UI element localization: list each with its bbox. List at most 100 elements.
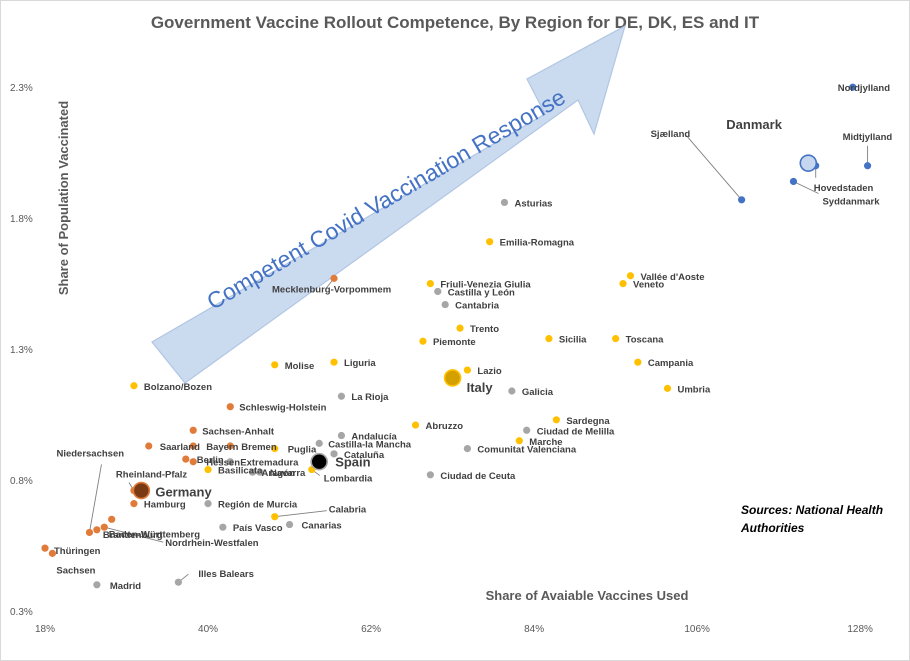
point-sachsen-anhalt [189, 426, 197, 434]
label-cantabria: Cantabria [455, 301, 500, 312]
point-friuli-venezia-giulia [426, 280, 434, 288]
country-average-denmark-label: Danmark [726, 117, 782, 132]
point-syddanmark [789, 177, 798, 186]
label-illes-balears: Illes Balears [198, 569, 253, 580]
point-nordrhein-westfalen [100, 523, 108, 531]
x-axis-ticks: 18% 40% 62% 84% 106% 128% [35, 624, 873, 635]
label-vallee-d-aoste: Vallée d'Aoste [640, 272, 704, 283]
point-labels: Mecklenburg-Vorpommem Schleswig-Holstein S… [54, 83, 892, 592]
x-axis-label: Share of Avaiable Vaccines Used [486, 588, 689, 603]
leader-syddanmark [793, 181, 819, 194]
point-abruzzo [411, 421, 420, 429]
y-tick-label: 1.8% [10, 214, 33, 225]
label-syddanmark: Syddanmark [822, 196, 880, 207]
label-madrid: Madrid [110, 581, 141, 592]
label-mecklenburg-vorpommem: Mecklenburg-Vorpommem [272, 284, 391, 295]
point-cataluna [330, 450, 338, 458]
y-axis-ticks: 0.3% 0.8% 1.3% 1.8% 2.3% [10, 83, 33, 618]
point-liguria [330, 358, 338, 366]
y-axis-label: Share of Population Vaccinated [56, 101, 71, 295]
point-calabria [271, 513, 279, 521]
label-midtjylland: Midtjylland [843, 132, 893, 143]
point-sardegna [552, 416, 560, 424]
point-veneto [619, 280, 627, 288]
label-hovedstaden: Hovedstaden [814, 183, 874, 194]
point-hessen [189, 458, 197, 466]
point-comunitat-valenciana [463, 445, 472, 453]
label-rheinland-pfalz: Rheinland-Pfalz [116, 470, 188, 481]
label-piemonte: Piemonte [433, 337, 476, 348]
label-nordjylland: Nordjylland [838, 83, 890, 94]
source-note-line-2: Authorities [740, 521, 805, 535]
point-sj-lland [738, 196, 746, 204]
point-galicia [508, 387, 516, 395]
point-emilia-romagna [486, 238, 494, 246]
label-sachsen-anhalt: Sachsen-Anhalt [202, 426, 275, 437]
label-bremen: Bremen [241, 442, 277, 453]
point-baden-wurttemberg [108, 515, 116, 523]
point-pais-vasco [219, 523, 227, 531]
data-points [41, 83, 872, 589]
leader-nordrhein-westfalen [104, 526, 164, 543]
point-lazio [463, 366, 472, 374]
point-cantabria [441, 300, 449, 309]
point-brandenburg [93, 526, 101, 534]
label-castilla-y-leon: Castilla y León [448, 287, 515, 298]
label-molise: Molise [285, 361, 315, 372]
label-canarias: Canarias [302, 521, 342, 532]
leader-lines [89, 135, 869, 583]
label-brandenburg: Brandenburg [103, 530, 163, 541]
label-andalucia: Andalucía [351, 432, 397, 443]
point-hamburg [130, 500, 138, 508]
label-lazio: Lazio [477, 366, 501, 377]
country-average-italy-marker [443, 369, 462, 387]
label-calabria: Calabria [329, 505, 367, 516]
label-thuringen: Thüringen [54, 546, 101, 557]
x-tick-label: 106% [684, 624, 710, 635]
label-ciudad-de-melilla: Ciudad de Melilla [537, 426, 615, 437]
label-campania: Campania [648, 358, 694, 369]
point-trento [456, 324, 464, 332]
country-average-germany-label: Germany [155, 485, 212, 500]
point-molise [271, 361, 279, 369]
x-tick-label: 40% [198, 624, 218, 635]
x-tick-label: 128% [847, 624, 873, 635]
point-madrid [93, 581, 101, 589]
label-aragon: Aragón [262, 468, 295, 479]
point-vallee-d-aoste [626, 272, 635, 280]
label-marche: Marche [529, 437, 562, 448]
country-average-germany-marker [132, 481, 151, 500]
point-ciudad-de-melilla [523, 426, 531, 434]
point-bremen [226, 442, 234, 450]
label-trento: Trento [470, 324, 499, 335]
point-ciudad-de-ceuta [426, 471, 434, 479]
label-emilia-romagna: Emilia-Romagna [500, 238, 575, 249]
label-la-rioja: La Rioja [351, 392, 389, 403]
label-abruzzo: Abruzzo [426, 421, 464, 432]
point-niedersachsen [85, 528, 94, 537]
point-umbria [663, 384, 672, 392]
point-sachsen [48, 549, 57, 557]
source-note-line-1: Sources: National Health [741, 503, 883, 517]
country-average-spain-label: Spain [335, 455, 370, 470]
point-bolzano-bozen [130, 382, 138, 390]
label-baden-wurttemberg: Baden-Württemberg [109, 529, 201, 540]
point-aragon [248, 468, 257, 476]
label-extremadura: Extremadura [240, 458, 299, 469]
point-region-de-murcia [204, 500, 212, 508]
point-canarias [285, 520, 294, 529]
point-castilla-y-leon [434, 287, 442, 296]
y-tick-label: 2.3% [10, 83, 33, 94]
point-thuringen [41, 544, 49, 552]
y-tick-label: 1.3% [10, 345, 33, 356]
point-saarland [145, 442, 153, 450]
point-piemonte [419, 337, 427, 345]
country-average-italy-label: Italy [467, 380, 494, 395]
point-campania [634, 358, 642, 366]
label-schleswig-holstein: Schleswig-Holstein [239, 403, 326, 414]
label-basilicata: Basilicata [218, 466, 263, 477]
y-tick-label: 0.8% [10, 476, 33, 487]
point-berlin [182, 455, 190, 463]
label-navarra: Navarra [270, 468, 306, 479]
